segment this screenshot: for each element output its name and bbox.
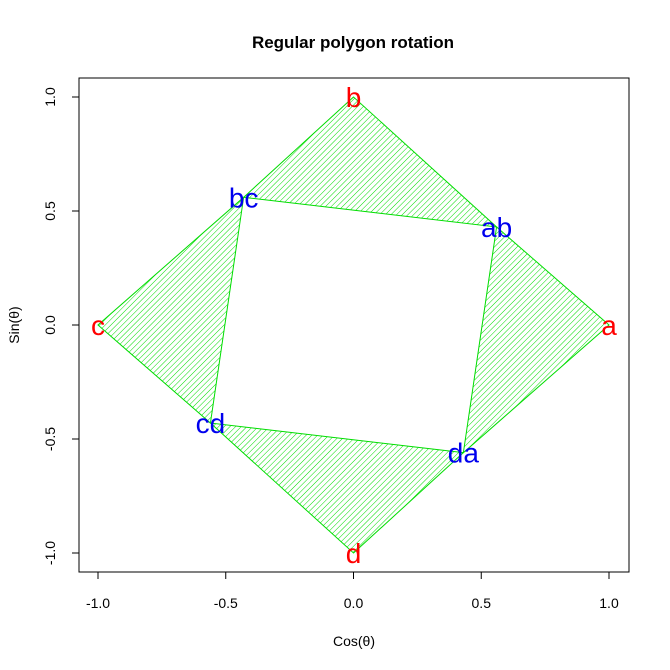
- inner-vertex-label-ab: ab: [481, 212, 512, 243]
- triangle-b-bc-ab: [242, 96, 499, 228]
- y-tick-label: 1.0: [42, 87, 58, 107]
- inner-vertex-label-cd: cd: [196, 408, 226, 439]
- y-axis: -1.0 -0.5 0.0 0.5 1.0: [42, 87, 80, 565]
- triangle-a-ab-da: [462, 225, 610, 454]
- triangle-d-da-cd: [208, 422, 465, 554]
- y-tick-label: -1.0: [42, 541, 58, 565]
- x-axis: -1.0 -0.5 0.0 0.5 1.0: [86, 571, 619, 611]
- x-tick-label: 1.0: [599, 595, 619, 611]
- y-tick-label: 0.5: [42, 201, 58, 221]
- x-tick-label: 0.0: [344, 595, 364, 611]
- triangle-c-cd-bc: [97, 196, 245, 425]
- inner-vertex-label-da: da: [448, 438, 480, 469]
- outer-vertex-label-c: c: [91, 310, 105, 341]
- y-axis-label: Sin(θ): [6, 306, 22, 343]
- outer-vertex-label-a: a: [601, 310, 617, 341]
- x-tick-label: -0.5: [214, 595, 238, 611]
- chart-title: Regular polygon rotation: [252, 33, 454, 52]
- x-tick-label: -1.0: [86, 595, 110, 611]
- outer-vertex-label-d: d: [346, 538, 362, 569]
- inner-vertex-label-bc: bc: [229, 182, 259, 213]
- y-tick-label: -0.5: [42, 427, 58, 451]
- triangles-layer: [97, 96, 610, 554]
- x-axis-label: Cos(θ): [333, 633, 375, 649]
- x-tick-label: 0.5: [472, 595, 492, 611]
- outer-vertex-label-b: b: [346, 82, 362, 113]
- y-tick-label: 0.0: [42, 315, 58, 335]
